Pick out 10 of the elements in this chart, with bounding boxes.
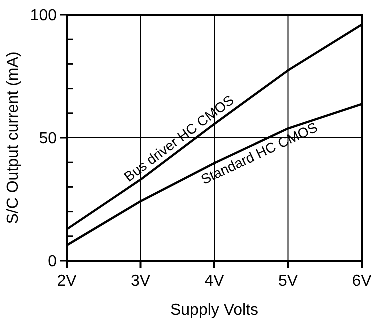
x-tick-label: 3V [130, 273, 151, 290]
x-axis-title: Supply Volts [170, 302, 259, 319]
y-tick-label: 0 [48, 254, 58, 271]
x-tick-label: 2V [57, 273, 78, 290]
x-tick-label: 6V [352, 273, 372, 290]
y-tick-label: 50 [39, 130, 58, 148]
y-axis-title: S/C Output current (mA) [5, 52, 22, 224]
x-tick-label: 4V [204, 273, 225, 290]
x-tick-label: 5V [278, 273, 298, 290]
y-tick-label: 100 [30, 8, 58, 25]
